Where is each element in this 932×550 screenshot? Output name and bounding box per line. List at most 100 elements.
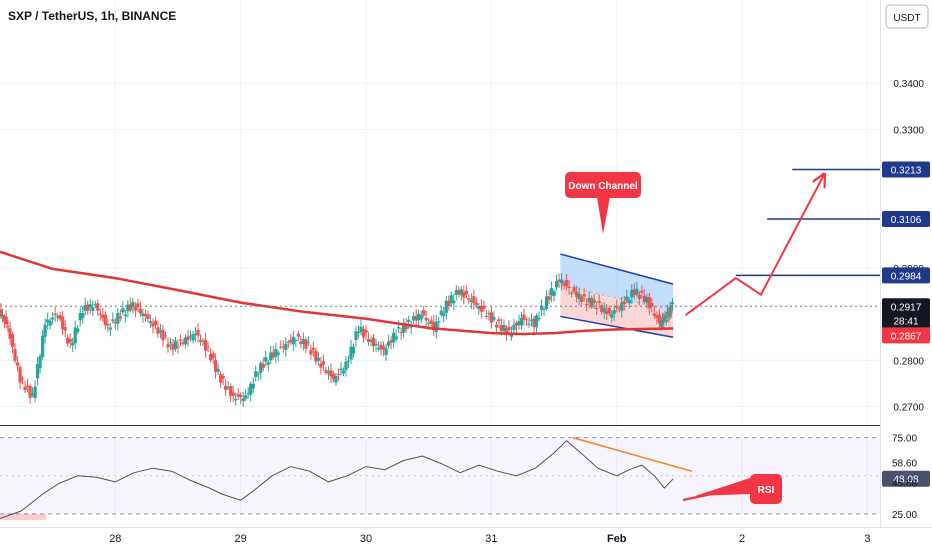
candle[interactable]	[522, 308, 526, 326]
candle[interactable]	[66, 334, 70, 347]
candle[interactable]	[141, 308, 145, 323]
candle[interactable]	[452, 293, 456, 311]
candle[interactable]	[171, 338, 175, 356]
candle[interactable]	[331, 370, 336, 383]
candle[interactable]	[166, 337, 170, 353]
candle[interactable]	[321, 354, 326, 371]
candle[interactable]	[106, 318, 110, 333]
candle[interactable]	[93, 300, 97, 309]
candle[interactable]	[224, 379, 228, 396]
candle[interactable]	[582, 288, 586, 302]
candle[interactable]	[381, 341, 386, 357]
candle[interactable]	[264, 350, 268, 367]
candle[interactable]	[158, 323, 163, 339]
candle[interactable]	[444, 296, 448, 320]
candle[interactable]	[239, 392, 243, 404]
candle[interactable]	[595, 301, 599, 315]
candle[interactable]	[459, 286, 463, 301]
candle[interactable]	[116, 308, 120, 331]
candles[interactable]	[0, 273, 675, 407]
candle[interactable]	[502, 319, 506, 335]
candle[interactable]	[269, 345, 273, 364]
candle[interactable]	[487, 310, 491, 321]
candle[interactable]	[559, 273, 564, 291]
candle[interactable]	[610, 310, 614, 323]
candle[interactable]	[389, 336, 393, 350]
candle[interactable]	[143, 309, 148, 322]
candle[interactable]	[351, 343, 356, 358]
candle[interactable]	[669, 304, 673, 318]
candle[interactable]	[63, 320, 67, 338]
candle[interactable]	[512, 319, 516, 335]
candle[interactable]	[8, 321, 12, 345]
candle[interactable]	[309, 344, 313, 360]
candle[interactable]	[299, 335, 303, 349]
candle[interactable]	[479, 299, 483, 319]
price-axis[interactable]: 0.34000.33000.30000.28000.27000.32130.31…	[882, 79, 930, 414]
candle[interactable]	[181, 338, 185, 347]
candle[interactable]	[206, 341, 210, 353]
candle[interactable]	[1, 308, 5, 323]
candle[interactable]	[316, 352, 321, 366]
candle[interactable]	[537, 311, 541, 322]
candle[interactable]	[630, 284, 634, 305]
rsi-pane[interactable]: RSI	[0, 436, 782, 520]
candle[interactable]	[417, 309, 421, 327]
candle[interactable]	[81, 306, 85, 325]
candle[interactable]	[356, 325, 361, 338]
candle[interactable]	[33, 380, 37, 403]
candle[interactable]	[211, 350, 215, 364]
candle[interactable]	[133, 302, 137, 318]
candle[interactable]	[203, 332, 208, 358]
target-level-label[interactable]: 0.3106	[882, 210, 930, 227]
candle[interactable]	[274, 342, 278, 363]
candle[interactable]	[489, 305, 493, 329]
candle[interactable]	[208, 348, 213, 363]
candle[interactable]	[464, 285, 468, 299]
candle[interactable]	[163, 331, 168, 339]
candle[interactable]	[294, 337, 298, 347]
candle[interactable]	[655, 311, 659, 325]
candle[interactable]	[304, 337, 308, 354]
candle[interactable]	[151, 318, 155, 334]
candle[interactable]	[68, 333, 72, 348]
candle[interactable]	[472, 289, 476, 310]
candle[interactable]	[173, 337, 178, 352]
candle[interactable]	[246, 387, 250, 399]
candle[interactable]	[625, 289, 629, 304]
candle[interactable]	[379, 341, 383, 356]
candle[interactable]	[241, 391, 245, 407]
candle[interactable]	[148, 314, 153, 328]
candle[interactable]	[226, 381, 230, 391]
candle[interactable]	[23, 380, 27, 393]
candle[interactable]	[156, 320, 160, 338]
candle[interactable]	[635, 281, 639, 297]
candle[interactable]	[334, 372, 338, 386]
candle[interactable]	[587, 291, 591, 309]
candle[interactable]	[657, 309, 661, 330]
candle[interactable]	[462, 285, 466, 305]
candle[interactable]	[585, 298, 589, 312]
candle[interactable]	[126, 300, 130, 318]
target-level-label[interactable]: 0.3213	[882, 161, 930, 178]
candle[interactable]	[539, 299, 544, 317]
candle[interactable]	[131, 297, 135, 314]
candle[interactable]	[118, 309, 122, 322]
candle[interactable]	[514, 320, 519, 333]
candle[interactable]	[670, 298, 675, 312]
candle[interactable]	[101, 307, 105, 322]
candle[interactable]	[429, 316, 433, 327]
candle[interactable]	[249, 381, 253, 402]
candle[interactable]	[439, 306, 443, 318]
candle[interactable]	[402, 318, 406, 338]
candle[interactable]	[153, 316, 158, 330]
down-channel-callout[interactable]: Down Channel	[565, 172, 641, 234]
candle[interactable]	[529, 313, 534, 327]
candle[interactable]	[399, 327, 403, 340]
candle[interactable]	[544, 289, 549, 312]
candle[interactable]	[580, 294, 584, 306]
candle[interactable]	[254, 365, 258, 382]
candle[interactable]	[46, 312, 50, 330]
candle[interactable]	[311, 341, 315, 357]
